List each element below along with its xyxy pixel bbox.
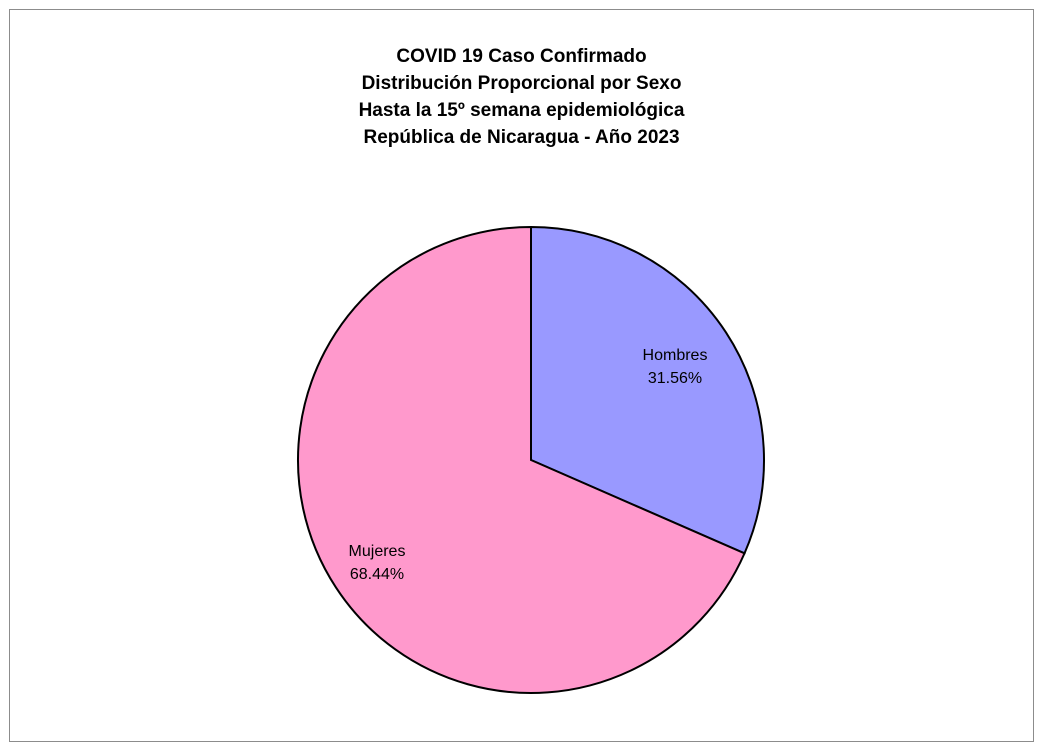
chart-title-line-4: República de Nicaragua - Año 2023 [363, 127, 680, 148]
chart-title: COVID 19 Caso Confirmado Distribución Pr… [10, 43, 1033, 151]
data-label-mujeres: Mujeres 68.44% [349, 543, 406, 583]
data-label-hombres: Hombres 31.56% [643, 347, 708, 387]
data-label-category: Hombres [643, 347, 708, 364]
pie-slice-hombres [530, 225, 765, 555]
chart-title-line-1: COVID 19 Caso Confirmado [396, 46, 647, 67]
data-label-category: Mujeres [349, 543, 406, 560]
chart-title-line-3: Hasta la 15º semana epidemiológica [358, 100, 685, 121]
data-label-value: 68.44% [350, 566, 404, 583]
data-label-value: 31.56% [648, 370, 702, 387]
pie-slice-mujeres [297, 225, 746, 694]
chart-title-line-2: Distribución Proporcional por Sexo [361, 73, 682, 94]
